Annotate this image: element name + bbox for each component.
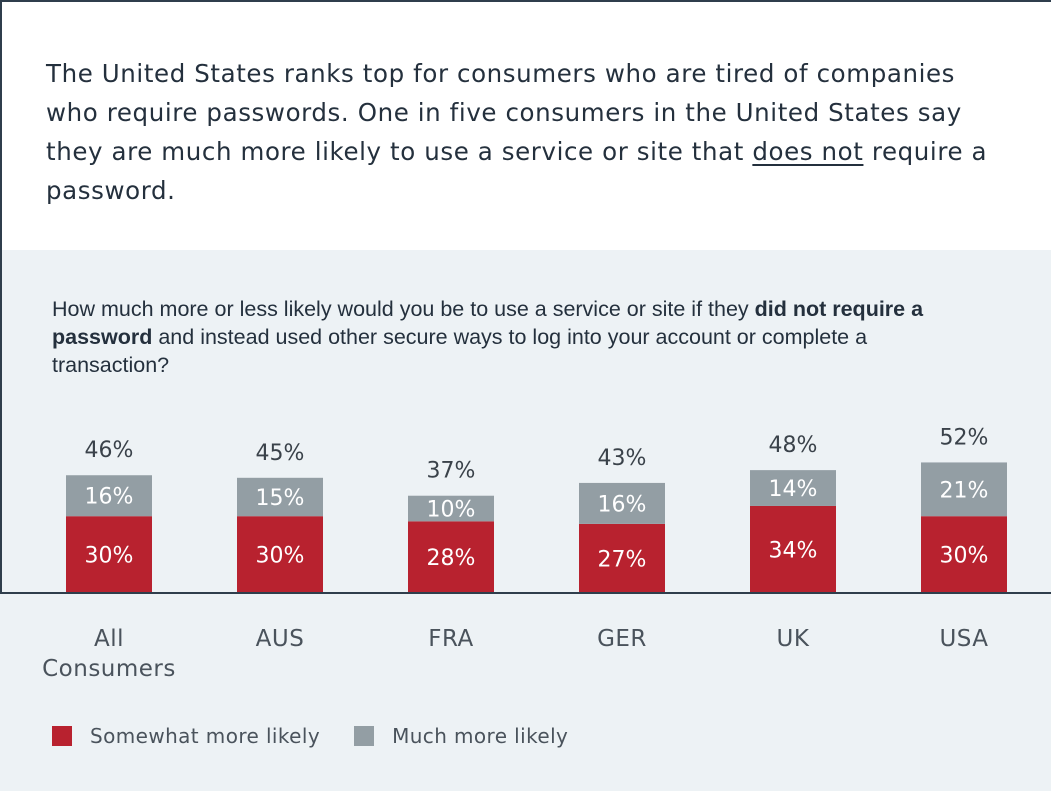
total-label: 46% (85, 438, 134, 463)
bar-much (579, 482, 665, 524)
bar-much (237, 477, 323, 517)
legend-item-much: Much more likely (354, 724, 568, 748)
headline-underlined: does not (752, 137, 864, 166)
category-label: Consumers (42, 656, 176, 682)
total-label: 52% (940, 425, 989, 450)
total-label: 37% (427, 459, 476, 484)
headline-text-2: require a password. (46, 137, 988, 205)
bar-much (408, 495, 494, 522)
bar-label-somewhat: 28% (427, 546, 476, 571)
bar-label-much: 21% (940, 478, 989, 503)
question-text-1: How much more or less likely would you b… (52, 297, 755, 321)
legend-label-much: Much more likely (392, 724, 569, 748)
bar-somewhat (408, 521, 494, 593)
bar-somewhat (237, 516, 323, 593)
question-text-2: and instead used other secure ways to lo… (52, 325, 868, 377)
bar-label-much: 14% (769, 477, 818, 502)
bar-label-much: 10% (427, 498, 476, 523)
category-label: FRA (428, 626, 474, 652)
bar-label-somewhat: 30% (256, 544, 305, 569)
headline-panel (0, 0, 1051, 250)
bar-much (750, 470, 836, 506)
bar-label-somewhat: 30% (85, 544, 134, 569)
legend-swatch-much (354, 726, 375, 746)
bar-label-much: 15% (256, 486, 305, 511)
headline-text-1: The United States ranks top for consumer… (46, 59, 962, 166)
frame-top-border (0, 0, 1051, 2)
category-label: GER (597, 626, 647, 652)
bar-somewhat (66, 516, 152, 593)
bar-label-somewhat: 27% (598, 547, 647, 572)
category-label: USA (939, 626, 988, 652)
category-label: UK (777, 626, 810, 652)
bar-much (66, 475, 152, 517)
bar-somewhat (921, 516, 1007, 593)
bar-label-much: 16% (598, 492, 647, 517)
legend-item-somewhat: Somewhat more likely (52, 724, 320, 748)
bar-somewhat (579, 523, 665, 593)
legend-swatch-somewhat (52, 726, 72, 746)
x-axis-line (0, 592, 1051, 594)
category-label: All (94, 626, 124, 652)
bar-much (921, 462, 1007, 517)
bar-label-somewhat: 30% (940, 544, 989, 569)
total-label: 45% (256, 441, 305, 466)
category-label: AUS (256, 626, 305, 652)
headline: The United States ranks top for consumer… (46, 54, 1006, 210)
total-label: 43% (598, 446, 647, 471)
legend-label-somewhat: Somewhat more likely (90, 724, 321, 748)
question-bold: did not require a password (52, 297, 924, 349)
bar-label-somewhat: 34% (769, 538, 818, 563)
bar-somewhat (750, 505, 836, 593)
total-label: 48% (769, 433, 818, 458)
frame-left-border (0, 0, 2, 594)
bar-label-much: 16% (85, 485, 134, 510)
chart-question: How much more or less likely would you b… (52, 295, 982, 379)
legend: Somewhat more likely Much more likely (52, 722, 602, 750)
